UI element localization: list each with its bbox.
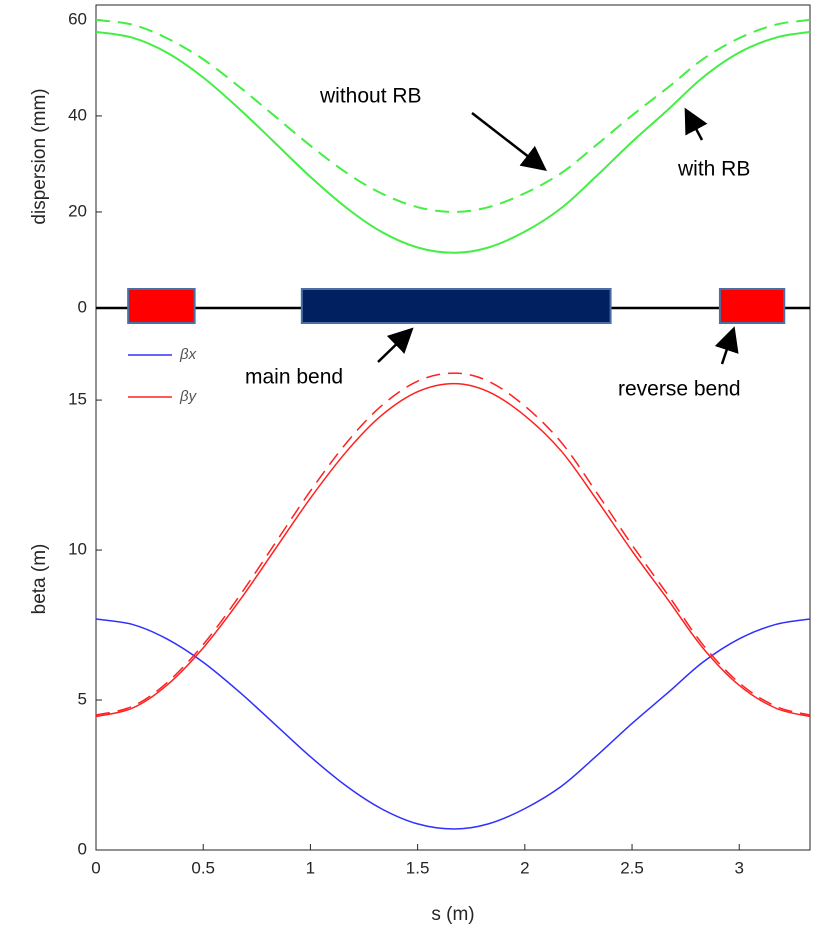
x-tick-label: 0.5 (191, 858, 215, 877)
y-axis-label: dispersion (mm) (29, 88, 50, 224)
series-line (95, 18, 811, 213)
x-axis-label: s (m) (431, 904, 474, 925)
x-tick-label: 2 (520, 858, 529, 877)
annotation: without RB (319, 85, 422, 108)
y-tick-label: 60 (68, 9, 87, 28)
y-tick-label: 5 (78, 690, 87, 709)
y-tick-label: 10 (68, 540, 87, 559)
x-tick-label: 0 (91, 858, 100, 877)
y-tick-label: 0 (78, 297, 87, 316)
series-line (95, 618, 811, 830)
legend-label: βy (179, 388, 198, 405)
legend-label: βx (179, 346, 197, 363)
annotation: with RB (677, 158, 750, 181)
axes-frame (95, 4, 811, 851)
annotation-arrow (377, 327, 414, 363)
annotation-arrow (714, 326, 739, 365)
y-axis-label: beta (m) (29, 544, 50, 615)
y-tick-label: 0 (78, 839, 87, 858)
x-tick-label: 1.5 (406, 858, 430, 877)
magnet (127, 288, 196, 324)
y-tick-label: 20 (68, 201, 87, 220)
x-tick-label: 1 (306, 858, 315, 877)
annotation-arrow (684, 107, 708, 141)
magnet (300, 288, 612, 324)
x-tick-label: 3 (735, 858, 744, 877)
annotation: main bend (245, 366, 343, 389)
series-line (95, 382, 811, 718)
series-line (95, 30, 811, 254)
x-tick-label: 2.5 (620, 858, 644, 877)
y-tick-label: 40 (68, 105, 87, 124)
series-line (95, 372, 811, 716)
y-tick-label: 15 (68, 390, 87, 409)
magnet (718, 288, 786, 324)
annotation: reverse bend (618, 378, 741, 401)
annotation-arrow (471, 112, 547, 172)
